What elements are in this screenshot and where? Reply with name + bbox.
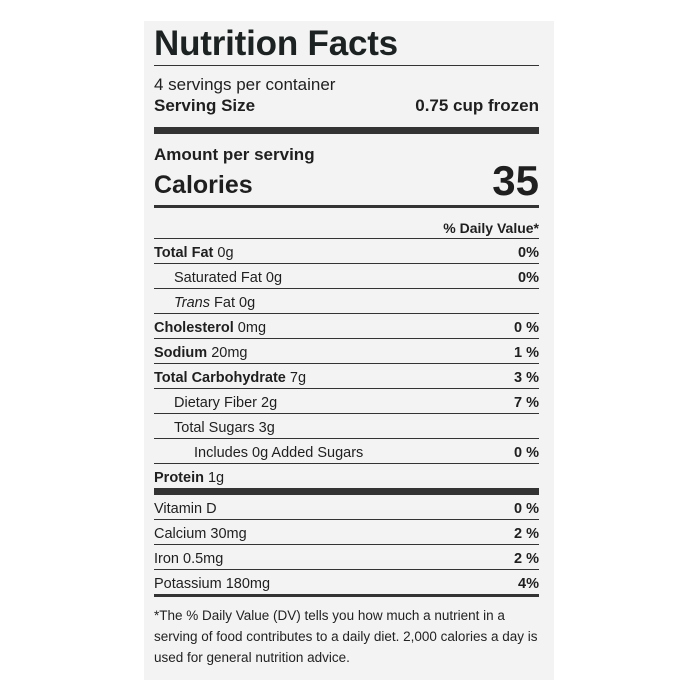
thick-divider — [154, 488, 539, 495]
servings-per-container: 4 servings per container — [154, 75, 336, 94]
nutrient-amount: 1g — [207, 470, 225, 486]
serving-size-row: Serving Size 0.75 cup frozen — [154, 95, 539, 117]
nutrient-row-protein: Protein 1g — [154, 464, 539, 488]
serving-size-value: 0.75 cup frozen — [415, 96, 539, 115]
nutrient-dv: 0% — [518, 270, 539, 286]
nutrient-name: Total Carbohydrate — [154, 370, 286, 386]
nutrient-dv: 7 % — [514, 395, 539, 411]
nutrient-name: Total Sugars — [174, 420, 255, 436]
nutrient-amount: 20mg — [211, 345, 248, 361]
nutrient-name: Protein — [154, 470, 204, 486]
vitamin-row-iron: Iron 0.5mg 2 % — [154, 545, 539, 570]
divider — [154, 65, 539, 66]
nutrient-row-total-fat: Total Fat 0g 0% — [154, 239, 539, 264]
nutrient-name: Total Fat — [154, 245, 214, 261]
vitamin-dv: 4% — [518, 576, 539, 592]
nutrition-facts-label: Nutrition Facts 4 servings per container… — [154, 21, 539, 668]
nutrient-amount: 0g — [239, 295, 256, 311]
daily-value-header: % Daily Value* — [154, 208, 539, 239]
nutrient-dv: 0 % — [514, 445, 539, 461]
nutrient-name: Saturated Fat — [174, 270, 262, 286]
nutrient-name: Includes 0g Added Sugars — [194, 445, 364, 461]
nutrient-name: Cholesterol — [154, 320, 234, 336]
nutrient-row-total-carbohydrate: Total Carbohydrate 7g 3 % — [154, 364, 539, 389]
vitamin-name: Vitamin D — [154, 501, 217, 517]
nutrient-amount: 2g — [261, 395, 278, 411]
nutrient-suffix: Fat — [214, 295, 235, 311]
vitamin-name: Calcium 30mg — [154, 526, 247, 542]
medium-divider — [154, 205, 539, 208]
nutrient-name: Dietary Fiber — [174, 395, 257, 411]
nutrient-row-dietary-fiber: Dietary Fiber 2g 7 % — [154, 389, 539, 414]
nutrient-dv: 0 % — [514, 320, 539, 336]
vitamin-name: Iron 0.5mg — [154, 551, 224, 567]
vitamin-row-vitamin-d: Vitamin D 0 % — [154, 495, 539, 520]
nutrient-row-cholesterol: Cholesterol 0mg 0 % — [154, 314, 539, 339]
nutrient-amount: 7g — [289, 370, 307, 386]
medium-divider — [154, 594, 539, 597]
calories-row: Calories 35 — [154, 160, 539, 202]
vitamin-row-potassium: Potassium 180mg 4% — [154, 570, 539, 594]
nutrient-dv: 1 % — [514, 345, 539, 361]
nutrient-amount: 0mg — [237, 320, 267, 336]
vitamin-dv: 2 % — [514, 551, 539, 567]
vitamin-row-calcium: Calcium 30mg 2 % — [154, 520, 539, 545]
nutrient-row-total-sugars: Total Sugars 3g — [154, 414, 539, 439]
calories-label: Calories — [154, 171, 253, 199]
thick-divider — [154, 127, 539, 134]
nutrient-name: Trans — [174, 295, 210, 311]
amount-per-serving: Amount per serving — [154, 145, 315, 164]
daily-value-footnote: *The % Daily Value (DV) tells you how mu… — [154, 608, 538, 665]
vitamin-dv: 2 % — [514, 526, 539, 542]
vitamin-dv: 0 % — [514, 501, 539, 517]
nutrient-amount: 3g — [258, 420, 275, 436]
nutrient-amount: 0g — [265, 270, 283, 286]
nutrient-row-trans-fat: Trans Fat 0g — [154, 289, 539, 314]
nutrient-dv: 0% — [518, 245, 539, 261]
nutrient-name: Sodium — [154, 345, 208, 361]
vitamin-name: Potassium 180mg — [154, 576, 271, 592]
calories-value: 35 — [492, 157, 539, 204]
nutrient-amount: 0g — [217, 245, 234, 261]
nutrient-row-added-sugars: Includes 0g Added Sugars 0 % — [154, 439, 539, 464]
nutrient-row-sodium: Sodium 20mg 1 % — [154, 339, 539, 364]
serving-size-label: Serving Size — [154, 96, 256, 115]
label-title: Nutrition Facts — [154, 24, 398, 63]
nutrient-row-saturated-fat: Saturated Fat 0g 0% — [154, 264, 539, 289]
nutrient-dv: 3 % — [514, 370, 539, 386]
